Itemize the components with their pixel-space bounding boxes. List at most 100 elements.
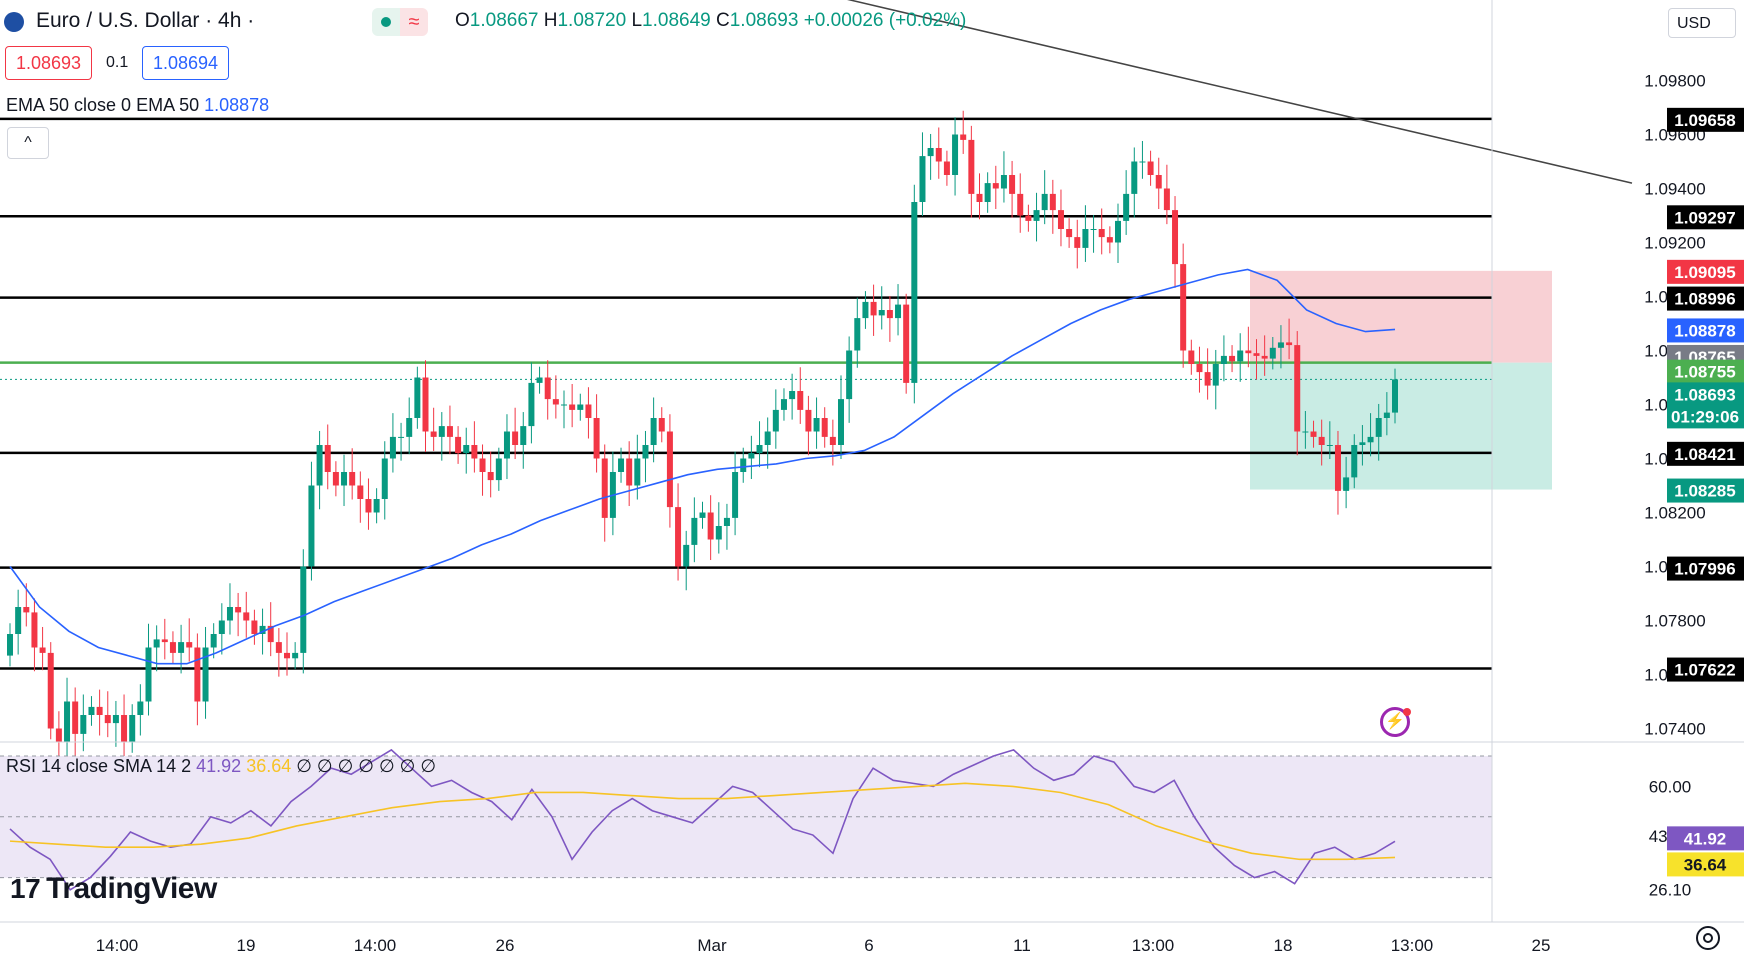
- candle-body: [284, 652, 290, 659]
- candle-body: [960, 134, 967, 140]
- candle-body: [520, 426, 527, 445]
- high-label: H: [543, 10, 558, 31]
- tradingview-logo[interactable]: 17 TradingView: [10, 872, 217, 906]
- candle-body: [1025, 215, 1032, 221]
- price-pane[interactable]: [0, 0, 1633, 763]
- lightning-alert-icon[interactable]: ⚡: [1380, 707, 1410, 737]
- price-label-badge: [1667, 657, 1744, 682]
- candle-body: [723, 517, 730, 526]
- candle-body: [243, 612, 250, 621]
- candle-body: [80, 715, 87, 734]
- candle-body: [569, 404, 576, 410]
- candle-body: [1188, 350, 1195, 364]
- rsi-legend[interactable]: RSI 14 close SMA 14 2 41.92 36.64 ∅ ∅ ∅ …: [6, 756, 436, 777]
- candle-body: [1277, 342, 1284, 348]
- candle-body: [585, 404, 592, 418]
- candle-body: [1123, 193, 1130, 221]
- candle-body: [626, 458, 633, 486]
- candle-body: [55, 728, 62, 742]
- candle-body: [634, 458, 641, 486]
- collapse-legend-button[interactable]: ^: [7, 127, 49, 159]
- candle-body: [740, 458, 747, 472]
- candle-body: [1310, 431, 1317, 437]
- candle-body: [332, 472, 339, 486]
- candle-body: [72, 701, 79, 734]
- candle-body: [772, 409, 779, 432]
- close-label: C: [716, 10, 730, 31]
- candle-body: [169, 642, 176, 653]
- price-axis[interactable]: 1.098001.096001.094001.092001.090001.088…: [0, 0, 1744, 922]
- time-axis-tick: 13:00: [1391, 936, 1434, 955]
- candle-body: [365, 499, 372, 513]
- symbol-title[interactable]: Euro / U.S. Dollar · 4h ·: [36, 9, 255, 32]
- candle-body: [748, 453, 755, 459]
- logo-text: TradingView: [46, 872, 217, 905]
- candle-body: [1220, 355, 1227, 364]
- candle-body: [1351, 445, 1358, 478]
- candle-body: [96, 706, 103, 715]
- candle-body: [1041, 193, 1048, 211]
- gear-icon[interactable]: [1696, 926, 1720, 950]
- candle-body: [389, 436, 396, 459]
- price-label-text: 1.08755: [1674, 363, 1735, 382]
- low-value: 1.08649: [642, 10, 711, 31]
- candle-body: [1098, 229, 1105, 238]
- time-axis-tick: Mar: [697, 936, 727, 955]
- ema-legend[interactable]: EMA 50 close 0 EMA 50 1.08878: [6, 95, 269, 116]
- candle-body: [536, 377, 543, 383]
- candle-body: [1261, 355, 1268, 359]
- price-label-text: 1.09095: [1674, 263, 1735, 282]
- candle-body: [577, 404, 584, 410]
- buy-button[interactable]: 1.08694: [142, 46, 230, 80]
- candle-body: [406, 418, 413, 437]
- candle-body: [813, 418, 820, 432]
- candle-body: [186, 642, 193, 648]
- candle-body: [903, 304, 910, 383]
- candle-body: [658, 418, 665, 432]
- time-axis-tick: 13:00: [1132, 936, 1175, 955]
- close-value: 1.08693: [729, 10, 799, 31]
- candle-body: [675, 507, 682, 567]
- candle-body: [1057, 210, 1064, 229]
- candle-body: [1090, 229, 1097, 230]
- candle-body: [104, 715, 111, 724]
- candle-body: [968, 139, 975, 194]
- price-label-badge: [1667, 286, 1744, 311]
- time-axis-tick: 19: [237, 936, 256, 955]
- stop-loss-zone: [1250, 270, 1552, 363]
- candle-body: [23, 607, 30, 613]
- rsi-value-badge: [1667, 826, 1744, 851]
- candle-body: [805, 409, 812, 432]
- currency-select[interactable]: USD: [1668, 8, 1736, 38]
- rsi-pane[interactable]: [0, 748, 1492, 891]
- candle-body: [267, 625, 274, 643]
- candle-body: [838, 399, 844, 445]
- sell-button[interactable]: 1.08693: [5, 46, 93, 80]
- time-axis-tick: 26: [496, 936, 515, 955]
- candle-body: [1318, 436, 1325, 445]
- candle-body: [943, 161, 950, 175]
- candle-body: [1383, 412, 1390, 418]
- delayed-data-icon: ≈: [400, 8, 428, 36]
- candle-body: [1009, 175, 1016, 194]
- candle-body: [528, 382, 535, 427]
- candle-body: [707, 512, 714, 540]
- chevron-up-icon: ^: [24, 134, 32, 151]
- candle-body: [756, 445, 763, 454]
- candle-body: [797, 391, 804, 410]
- candle-body: [121, 715, 128, 742]
- rsi-sma-line: [9, 782, 1396, 861]
- candle-body: [324, 445, 331, 472]
- candle-body: [1367, 436, 1374, 443]
- candle-body: [976, 193, 983, 202]
- market-status-pill[interactable]: ≈: [372, 8, 428, 36]
- price-label-text: 1.09297: [1674, 208, 1735, 227]
- candle-body: [1229, 355, 1236, 362]
- candle-body: [984, 183, 991, 202]
- candle-body: [381, 458, 388, 499]
- price-label-badge: [1667, 556, 1744, 581]
- candle-body: [1131, 161, 1138, 194]
- candle-body: [1245, 350, 1252, 354]
- candle-body: [1326, 445, 1333, 446]
- time-axis[interactable]: 14:00 19 14:00 26 Mar 6 11 13:00 18 13:00 25: [0, 921, 1744, 955]
